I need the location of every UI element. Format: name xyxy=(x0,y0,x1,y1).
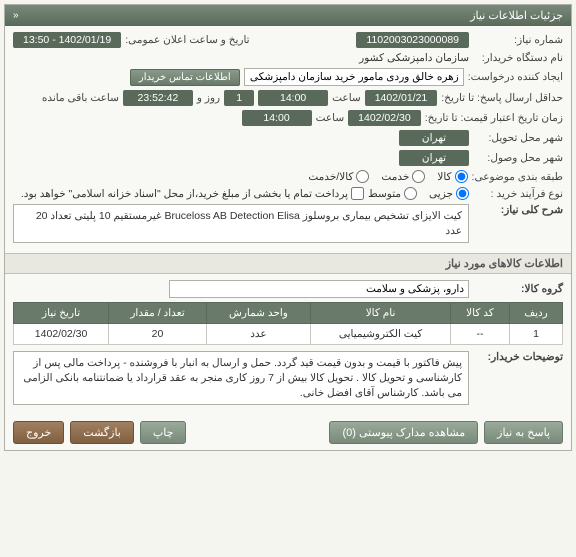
day-count: 1 xyxy=(224,90,254,106)
radio-medium[interactable]: متوسط xyxy=(368,187,417,200)
panel-header: جزئیات اطلاعات نیاز « xyxy=(5,5,571,26)
exit-button[interactable]: خروج xyxy=(13,421,64,444)
panel-title: جزئیات اطلاعات نیاز xyxy=(470,9,563,22)
remain-time: 23:52:42 xyxy=(123,90,193,106)
buyer-notes-label: توضیحات خریدار: xyxy=(473,351,563,363)
requester-label: ایجاد کننده درخواست: xyxy=(468,71,563,83)
delivery-city-label: شهر محل تحویل: xyxy=(473,132,563,144)
radio-service[interactable]: خدمت xyxy=(381,170,425,183)
th-qty: تعداد / مقدار xyxy=(109,303,207,324)
attachments-button[interactable]: مشاهده مدارک پیوستی (0) xyxy=(329,421,478,444)
desc-label: شرح کلی نیاز: xyxy=(473,204,563,216)
hour-label-1: ساعت xyxy=(332,92,361,104)
goods-table: ردیف کد کالا نام کالا واحد شمارش تعداد /… xyxy=(13,302,563,345)
details-panel: جزئیات اطلاعات نیاز « شماره نیاز: 110200… xyxy=(4,4,572,451)
group-label: گروه کالا: xyxy=(473,283,563,295)
th-name: نام کالا xyxy=(311,303,451,324)
buyer-label: نام دستگاه خریدار: xyxy=(473,52,563,64)
radio-goods-service[interactable]: کالا/خدمت xyxy=(308,170,369,183)
radio-medium-input[interactable] xyxy=(404,187,417,200)
radio-goods-service-input[interactable] xyxy=(356,170,369,183)
deadline-hour: 14:00 xyxy=(258,90,328,106)
location-city-label: شهر محل وصول: xyxy=(473,152,563,164)
cell-unit: عدد xyxy=(206,324,310,345)
category-label: طبقه بندی موضوعی: xyxy=(472,171,563,183)
goods-section-title: اطلاعات کالاهای مورد نیاز xyxy=(5,253,571,274)
contact-button[interactable]: اطلاعات تماس خریدار xyxy=(130,69,240,86)
requester-input[interactable] xyxy=(244,68,464,86)
radio-partial[interactable]: جزیی xyxy=(429,187,469,200)
validity-label: زمان تاریخ اعتبار قیمت: تا تاریخ: xyxy=(425,112,563,124)
treasury-checkbox[interactable] xyxy=(351,187,364,200)
validity-hour: 14:00 xyxy=(242,110,312,126)
cell-qty: 20 xyxy=(109,324,207,345)
collapse-icon[interactable]: « xyxy=(13,10,19,21)
radio-goods[interactable]: کالا xyxy=(437,170,467,183)
category-radio-group: کالا خدمت کالا/خدمت xyxy=(308,170,467,183)
location-city: تهران xyxy=(399,150,469,166)
validity-date: 1402/02/30 xyxy=(348,110,421,126)
cell-code: -- xyxy=(451,324,510,345)
th-code: کد کالا xyxy=(451,303,510,324)
panel-body: شماره نیاز: 1102003023000089 تاریخ و ساع… xyxy=(5,26,571,253)
cell-row: 1 xyxy=(509,324,562,345)
print-button[interactable]: چاپ xyxy=(140,421,187,444)
th-date: تاریخ نیاز xyxy=(14,303,109,324)
need-no-label: شماره نیاز: xyxy=(473,34,563,46)
delivery-city: تهران xyxy=(399,130,469,146)
treasury-check[interactable]: پرداخت تمام یا بخشی از مبلغ خرید،از محل … xyxy=(21,187,364,200)
table-header-row: ردیف کد کالا نام کالا واحد شمارش تعداد /… xyxy=(14,303,563,324)
group-input[interactable] xyxy=(169,280,469,298)
footer-bar: پاسخ به نیاز مشاهده مدارک پیوستی (0) چاپ… xyxy=(5,415,571,450)
remain-label: ساعت باقی مانده xyxy=(42,92,119,104)
radio-partial-input[interactable] xyxy=(456,187,469,200)
buyer-value: سازمان دامپزشکی کشور xyxy=(359,52,469,64)
cell-date: 1402/02/30 xyxy=(14,324,109,345)
radio-goods-input[interactable] xyxy=(455,170,468,183)
process-label: نوع فرآیند خرید : xyxy=(473,188,563,200)
buyer-notes-box: پیش فاکتور با قیمت و بدون قیمت قید گردد.… xyxy=(13,351,469,405)
cell-name: کیت الکتروشیمیایی xyxy=(311,324,451,345)
deadline-label: حداقل ارسال پاسخ: تا تاریخ: xyxy=(441,92,563,104)
radio-service-input[interactable] xyxy=(412,170,425,183)
hour-label-2: ساعت xyxy=(316,112,345,124)
th-unit: واحد شمارش xyxy=(206,303,310,324)
respond-button[interactable]: پاسخ به نیاز xyxy=(484,421,563,444)
need-no-value: 1102003023000089 xyxy=(356,32,469,48)
announce-value: 1402/01/19 - 13:50 xyxy=(13,32,121,48)
desc-box: کیت الایزای تشخیص بیماری بروسلوز Brucelo… xyxy=(13,204,469,243)
and-label: روز و xyxy=(197,92,220,104)
th-row: ردیف xyxy=(509,303,562,324)
announce-label: تاریخ و ساعت اعلان عمومی: xyxy=(125,34,249,46)
table-row[interactable]: 1 -- کیت الکتروشیمیایی عدد 20 1402/02/30 xyxy=(14,324,563,345)
back-button[interactable]: بازگشت xyxy=(70,421,134,444)
deadline-date: 1402/01/21 xyxy=(365,90,438,106)
process-radio-group: جزیی متوسط xyxy=(368,187,469,200)
